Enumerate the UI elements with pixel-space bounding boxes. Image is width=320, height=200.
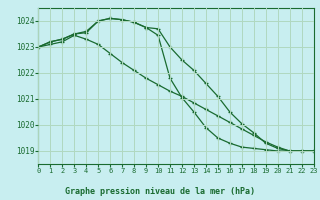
Text: Graphe pression niveau de la mer (hPa): Graphe pression niveau de la mer (hPa) [65, 187, 255, 196]
